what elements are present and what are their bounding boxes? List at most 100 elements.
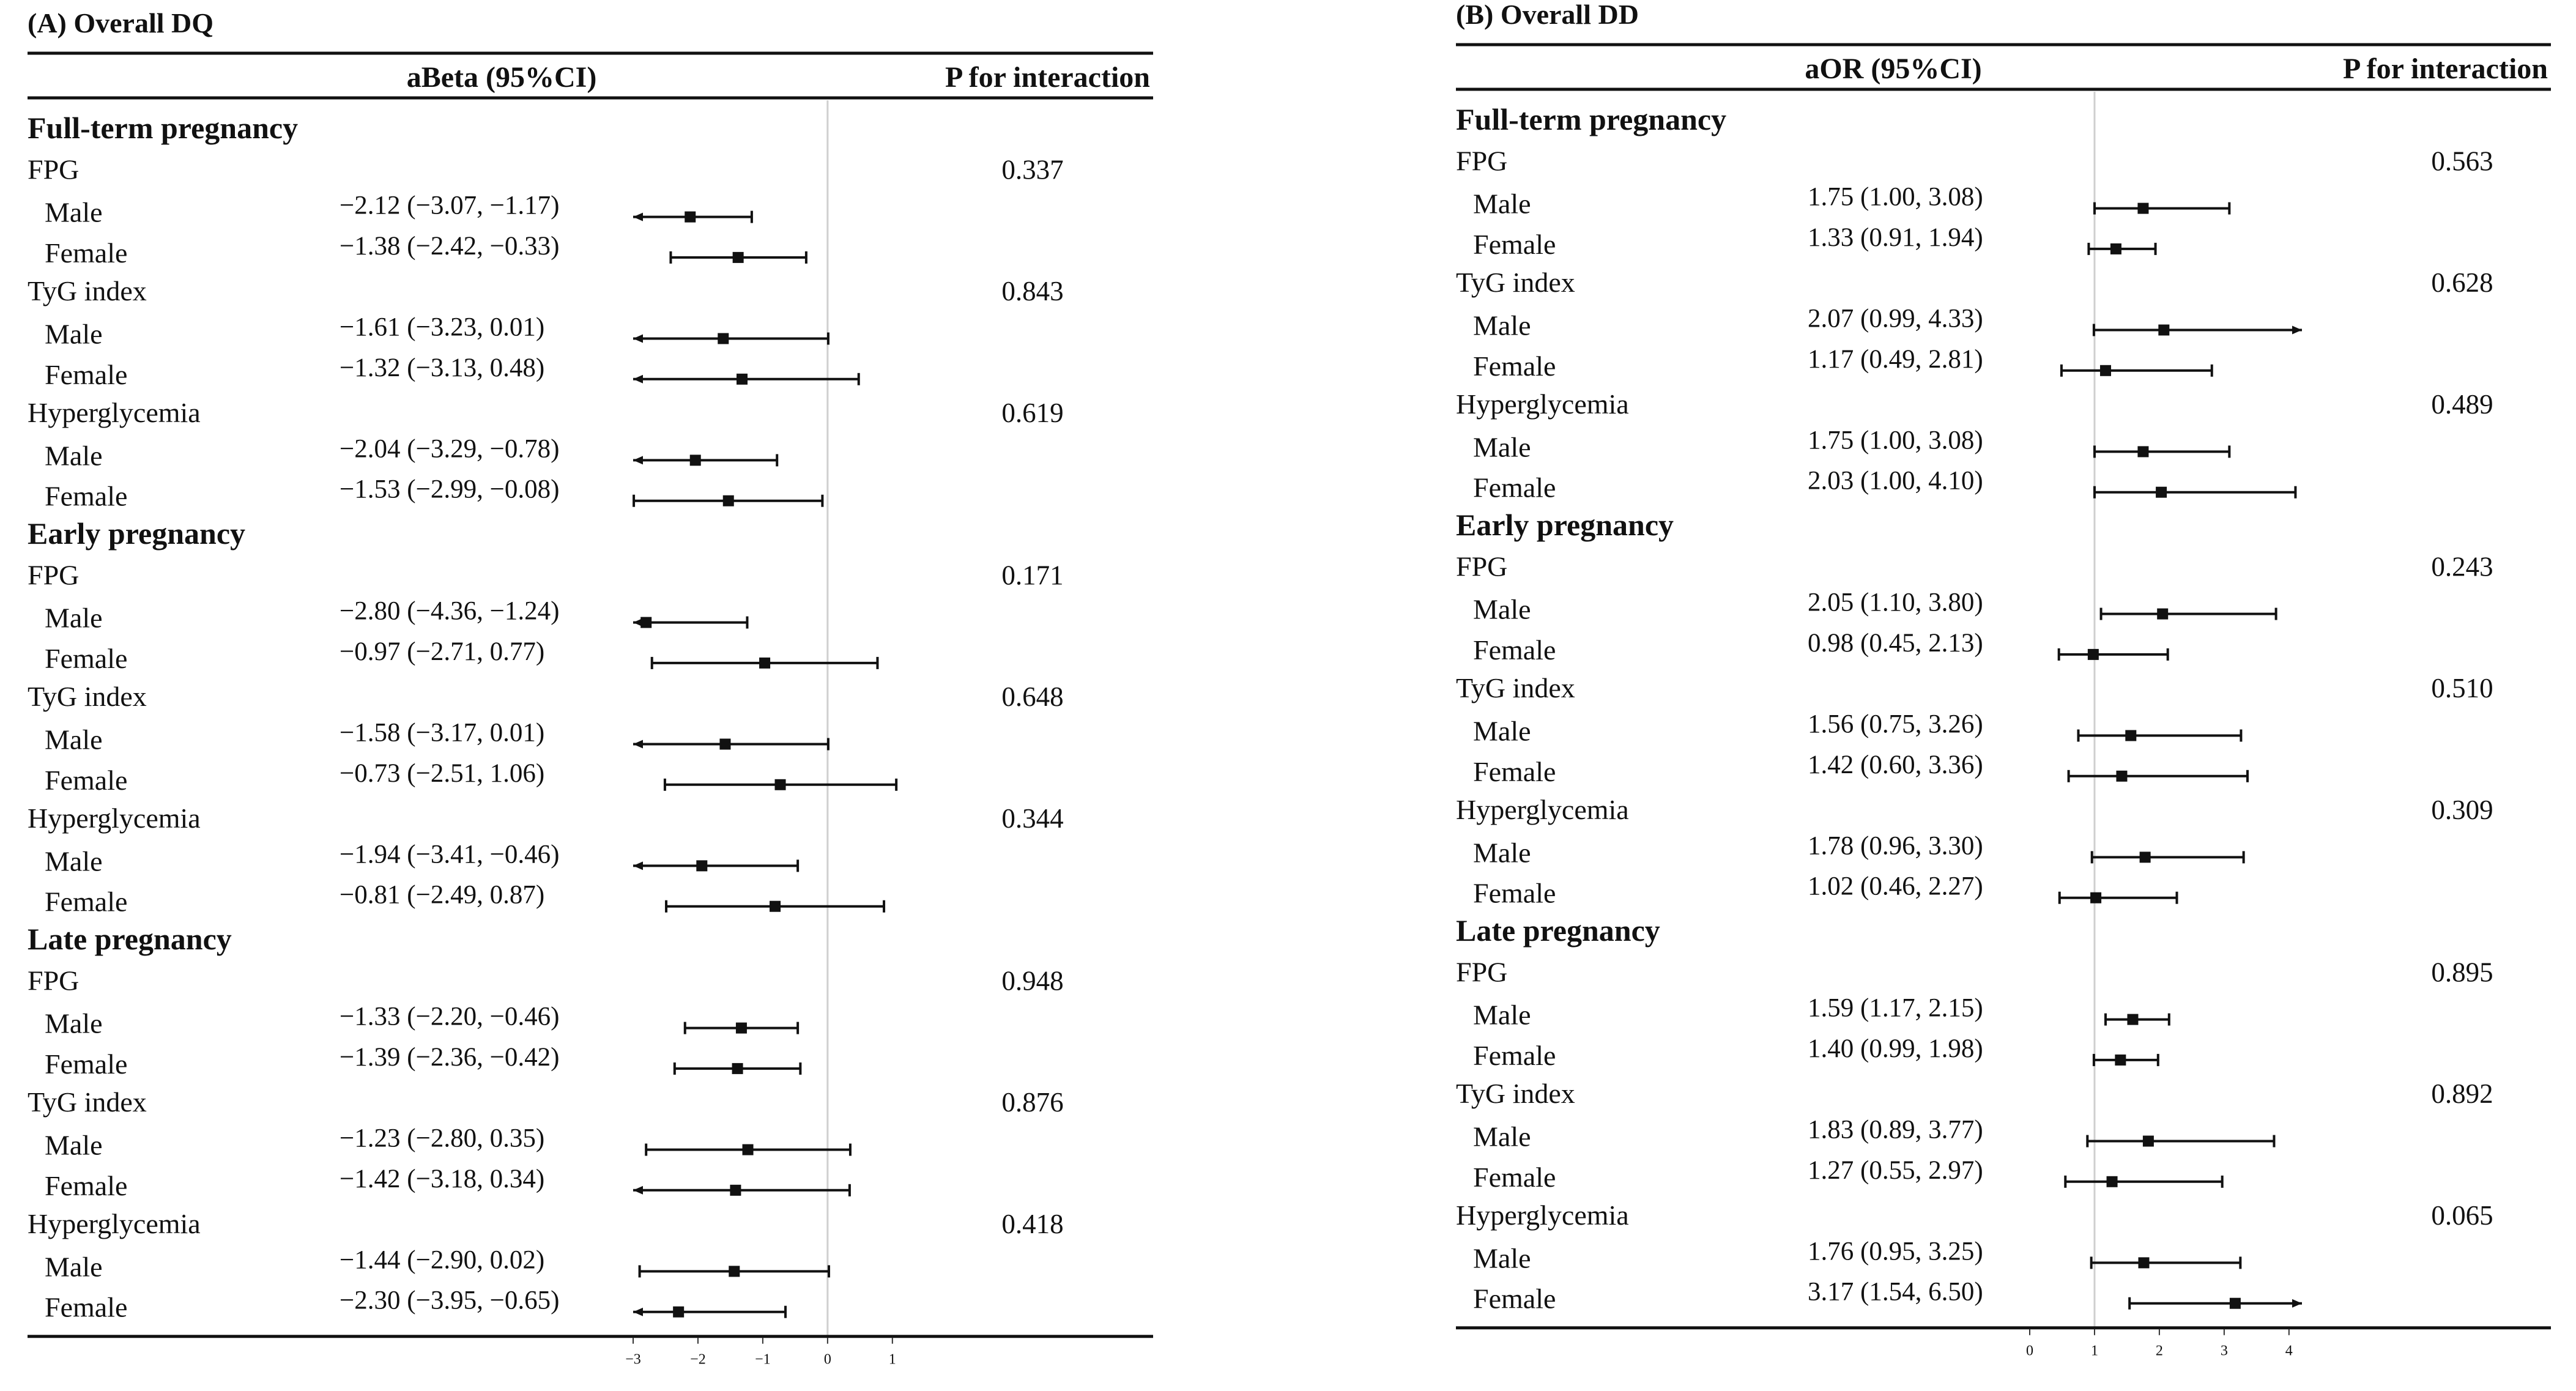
x-tick-label: 0 [2026, 1343, 2033, 1359]
p-interaction-value: 0.309 [2431, 795, 2493, 825]
sex-label: Male [45, 724, 103, 755]
estimate-ci-label: −0.73 (−2.51, 1.06) [340, 759, 544, 788]
panel-title: (B) Overall DD [1456, 0, 1639, 30]
sex-label: Female [1473, 229, 1556, 260]
p-interaction-value: 0.843 [1001, 276, 1063, 306]
point-estimate [2127, 1014, 2139, 1025]
estimate-header: aBeta (95%CI) [407, 61, 597, 94]
sex-label: Male [1473, 431, 1531, 462]
point-estimate [696, 860, 708, 872]
exposure-label: Hyperglycemia [1456, 1200, 1629, 1231]
sex-label: Female [1473, 1283, 1556, 1315]
sex-label: Female [45, 481, 127, 512]
estimate-ci-label: 1.78 (0.96, 3.30) [1808, 831, 1983, 860]
sex-label: Male [45, 197, 103, 228]
estimate-ci-label: −2.12 (−3.07, −1.17) [340, 191, 559, 220]
estimate-ci-label: −1.44 (−2.90, 0.02) [340, 1245, 544, 1274]
exposure-label: TyG index [28, 275, 147, 306]
estimate-ci-label: 1.59 (1.17, 2.15) [1808, 994, 1983, 1023]
estimate-ci-label: −1.94 (−3.41, −0.46) [340, 840, 559, 869]
sex-label: Male [1473, 310, 1531, 341]
p-interaction-value: 0.892 [2431, 1078, 2493, 1109]
exposure-label: FPG [1456, 551, 1507, 582]
exposure-label: TyG index [28, 1086, 147, 1118]
ci-arrow-low [633, 212, 643, 221]
point-estimate [2110, 243, 2121, 254]
estimate-ci-label: 1.75 (1.00, 3.08) [1808, 426, 1983, 454]
p-interaction-value: 0.489 [2431, 389, 2493, 420]
sex-label: Female [45, 237, 127, 269]
p-interaction-value: 0.619 [1001, 398, 1063, 428]
sex-label: Female [1473, 878, 1556, 909]
exposure-label: FPG [28, 965, 79, 996]
p-interaction-value: 0.895 [2431, 957, 2493, 987]
sex-label: Female [1473, 756, 1556, 787]
ci-arrow-low [633, 1185, 643, 1195]
p-interaction-value: 0.648 [1001, 681, 1063, 712]
exposure-label: Hyperglycemia [1456, 388, 1629, 420]
estimate-ci-label: 1.83 (0.89, 3.77) [1808, 1116, 1983, 1144]
exposure-label: FPG [28, 559, 79, 590]
estimate-ci-label: −0.81 (−2.49, 0.87) [340, 881, 544, 910]
ci-arrow-high [2292, 325, 2302, 335]
estimate-ci-label: −1.38 (−2.42, −0.33) [340, 232, 559, 261]
sex-label: Male [45, 1251, 103, 1282]
p-interaction-value: 0.563 [2431, 146, 2493, 176]
x-tick-label: 1 [889, 1352, 896, 1368]
point-estimate [732, 251, 744, 263]
sex-label: Female [1473, 351, 1556, 382]
estimate-ci-label: −1.42 (−3.18, 0.34) [340, 1165, 544, 1193]
ci-arrow-low [633, 374, 643, 384]
point-estimate [685, 211, 696, 223]
x-tick-label: 1 [2091, 1343, 2098, 1359]
sex-label: Male [1473, 837, 1531, 868]
sex-label: Male [45, 1008, 103, 1039]
sex-label: Male [1473, 594, 1531, 625]
estimate-ci-label: 1.02 (0.46, 2.27) [1808, 872, 1983, 901]
estimate-ci-label: −1.39 (−2.36, −0.42) [340, 1043, 559, 1072]
p-interaction-value: 0.337 [1001, 154, 1063, 185]
panel-title: (A) Overall DQ [28, 7, 213, 39]
estimate-ci-label: −1.53 (−2.99, −0.08) [340, 475, 559, 504]
estimate-ci-label: −1.61 (−3.23, 0.01) [340, 313, 544, 342]
period-label: Late pregnancy [1456, 913, 1660, 948]
point-estimate [732, 1063, 743, 1074]
p-interaction-value: 0.171 [1001, 560, 1063, 590]
panel-b-overall-dd: (B) Overall DD aOR (95%CI) P for interacti… [1456, 0, 2551, 1359]
estimate-ci-label: −0.97 (−2.71, 0.77) [340, 637, 544, 666]
p-interaction-value: 0.510 [2431, 673, 2493, 703]
ci-arrow-high [2292, 1299, 2302, 1308]
estimate-ci-label: −2.80 (−4.36, −1.24) [340, 597, 559, 626]
sex-label: Male [45, 1130, 103, 1161]
point-estimate [2138, 1257, 2150, 1269]
point-estimate [759, 657, 771, 669]
ci-arrow-low [633, 334, 643, 343]
exposure-label: Hyperglycemia [28, 397, 201, 428]
ci-arrow-low [633, 618, 643, 627]
exposure-label: TyG index [1456, 1078, 1575, 1109]
p-interaction-value: 0.243 [2431, 551, 2493, 582]
point-estimate [722, 495, 734, 506]
p-interaction-value: 0.065 [2431, 1200, 2493, 1231]
point-estimate [2229, 1297, 2241, 1309]
sex-label: Male [45, 440, 103, 471]
point-estimate [640, 617, 652, 628]
point-estimate [2158, 324, 2170, 336]
point-estimate [673, 1306, 685, 1318]
estimate-ci-label: 2.07 (0.99, 4.33) [1808, 305, 1983, 333]
point-estimate [2142, 1135, 2154, 1147]
point-estimate [774, 779, 786, 790]
ci-arrow-low [633, 456, 643, 465]
point-estimate [735, 1022, 747, 1034]
x-tick-label: −1 [755, 1352, 771, 1368]
estimate-ci-label: −1.33 (−2.20, −0.46) [340, 1003, 559, 1031]
x-tick-label: 2 [2156, 1343, 2163, 1359]
sex-label: Female [45, 886, 127, 918]
point-estimate [2137, 202, 2149, 214]
exposure-label: TyG index [28, 681, 147, 712]
point-estimate [742, 1144, 754, 1155]
ci-arrow-low [633, 1307, 643, 1316]
estimate-ci-label: 2.03 (1.00, 4.10) [1808, 467, 1983, 495]
estimate-header: aOR (95%CI) [1805, 53, 1981, 85]
x-tick-label: −2 [690, 1352, 706, 1368]
